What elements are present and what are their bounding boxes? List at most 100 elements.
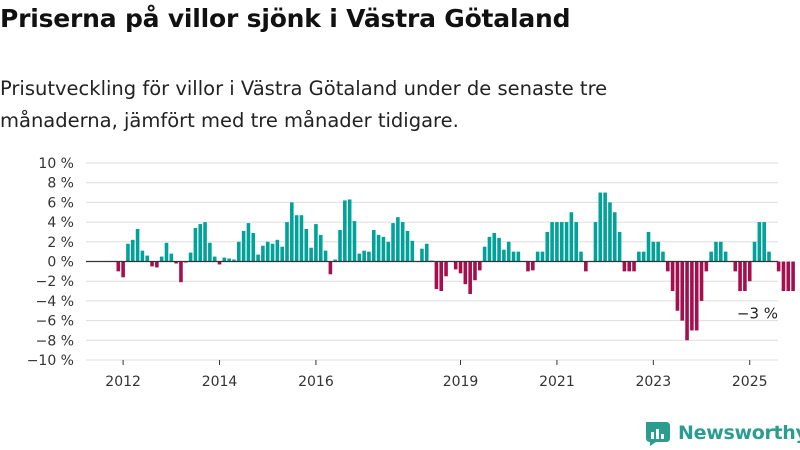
bar — [733, 261, 738, 272]
bar — [434, 261, 439, 290]
bar — [198, 224, 203, 262]
newsworthy-icon — [646, 422, 670, 446]
bar — [367, 251, 371, 262]
bar — [121, 261, 125, 278]
bar — [314, 224, 318, 262]
bar — [290, 202, 294, 262]
bar — [535, 251, 540, 262]
bar — [193, 228, 198, 262]
bar — [665, 261, 670, 272]
y-tick-label: 2 % — [47, 235, 74, 251]
bar — [155, 261, 159, 268]
bar — [579, 251, 583, 262]
bar — [723, 251, 728, 262]
bar — [275, 239, 280, 262]
bar — [473, 261, 477, 281]
x-tick-label: 2021 — [539, 374, 575, 390]
x-tick-label: 2012 — [105, 374, 141, 390]
y-axis-labels: 10 % 8 % 6 % 4 % 2 % 0 % −2 % −4 % −6 % −8 % −10 % — [27, 156, 74, 369]
bar — [694, 261, 699, 331]
bar — [396, 217, 400, 262]
bar — [526, 261, 530, 272]
bar — [574, 222, 578, 262]
bar — [651, 241, 656, 262]
bar — [333, 259, 337, 262]
bar — [497, 237, 501, 262]
bar — [371, 229, 376, 262]
bar — [661, 251, 665, 262]
bar — [776, 261, 781, 272]
bar — [540, 251, 545, 262]
bar — [261, 245, 265, 262]
bar — [357, 253, 362, 262]
bar — [309, 247, 313, 262]
bar — [757, 222, 762, 262]
bar — [444, 261, 448, 277]
bar — [593, 222, 598, 262]
bar — [179, 261, 183, 283]
last-value-annotation: −3 % — [737, 305, 778, 323]
bar — [632, 261, 636, 272]
bar — [482, 246, 487, 262]
bar — [420, 248, 424, 262]
x-tick-label: 2025 — [732, 374, 768, 390]
bar — [280, 246, 284, 262]
bar — [675, 261, 680, 311]
chart-title: Priserna på villor sjönk i Västra Götala… — [0, 4, 571, 33]
bar — [463, 261, 468, 285]
bar — [328, 261, 333, 275]
bar — [222, 257, 227, 262]
x-tick-label: 2019 — [443, 374, 479, 390]
bar — [719, 241, 723, 262]
bars — [116, 192, 795, 341]
y-tick-label: 10 % — [38, 156, 74, 172]
bar — [492, 232, 497, 262]
bar-chart: 10 % 8 % 6 % 4 % 2 % 0 % −2 % −4 % −6 % −8 % −10 %… — [27, 156, 795, 390]
y-tick-label: −10 % — [27, 353, 74, 369]
x-tick-label: 2014 — [202, 374, 238, 390]
bar — [338, 229, 342, 262]
bar — [410, 240, 415, 262]
bar — [424, 243, 429, 262]
bar — [767, 251, 771, 262]
bar — [612, 212, 617, 262]
bar — [714, 241, 718, 262]
bar — [791, 261, 795, 292]
bar — [747, 261, 752, 282]
bar — [555, 222, 559, 262]
bar — [559, 222, 564, 262]
x-axis-labels: 2012 2014 2016 2019 2021 2023 2025 — [105, 360, 768, 390]
x-tick-label: 2023 — [635, 374, 671, 390]
bar — [531, 261, 535, 271]
bar — [343, 200, 347, 262]
bar — [246, 223, 251, 262]
bar — [458, 261, 463, 274]
bar — [386, 241, 391, 262]
bar — [511, 251, 516, 262]
bar — [145, 255, 150, 262]
bar — [478, 261, 482, 271]
y-tick-label: 4 % — [47, 215, 74, 231]
bar — [362, 250, 366, 262]
bar — [212, 256, 217, 262]
bar — [323, 250, 328, 262]
bar — [699, 261, 704, 301]
bar — [743, 261, 747, 292]
bar — [285, 222, 289, 262]
bar — [130, 239, 135, 262]
bar — [318, 234, 323, 262]
bar — [241, 230, 246, 262]
bar — [516, 251, 521, 262]
bar — [786, 261, 791, 292]
y-tick-label: 8 % — [47, 176, 74, 192]
bar — [762, 222, 766, 262]
bar — [227, 258, 231, 262]
bar — [188, 252, 193, 262]
bar — [487, 236, 492, 262]
bar — [569, 212, 574, 262]
bar — [150, 261, 154, 267]
bar — [203, 222, 207, 262]
y-tick-label: 6 % — [47, 195, 74, 211]
x-tick-label: 2016 — [298, 374, 334, 390]
bar — [637, 251, 641, 262]
